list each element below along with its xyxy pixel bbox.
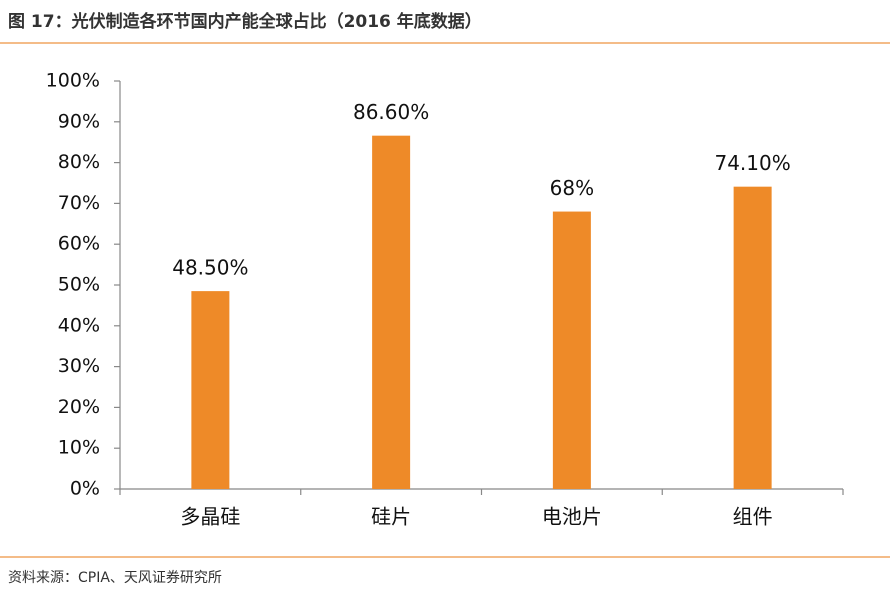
x-tick-label: 组件 — [733, 505, 773, 529]
y-tick-label: 10% — [58, 437, 100, 459]
value-label: 74.10% — [714, 151, 790, 175]
y-tick-label: 80% — [58, 151, 100, 173]
x-tick-label: 硅片 — [371, 505, 411, 529]
bar — [552, 211, 591, 489]
bar — [733, 186, 772, 489]
y-tick-label: 70% — [58, 192, 100, 214]
bar — [372, 135, 411, 489]
x-tick-label: 电池片 — [542, 505, 602, 529]
y-tick-label: 20% — [58, 396, 100, 418]
y-tick-label: 60% — [58, 233, 100, 255]
source: 资料来源：CPIA、天风证券研究所 — [8, 570, 222, 586]
chart-title: 图 17：光伏制造各环节国内产能全球占比（2016 年底数据） — [8, 11, 482, 32]
value-label: 68% — [550, 176, 594, 200]
y-tick-label: 50% — [58, 274, 100, 296]
y-tick-label: 90% — [58, 110, 100, 132]
value-label: 48.50% — [172, 256, 248, 280]
bar — [191, 291, 230, 489]
x-tick-label: 多晶硅 — [180, 505, 240, 529]
y-tick-label: 40% — [58, 314, 100, 336]
value-label: 86.60% — [353, 100, 429, 124]
y-tick-label: 0% — [70, 478, 100, 500]
y-tick-label: 100% — [46, 70, 100, 92]
y-tick-label: 30% — [58, 355, 100, 377]
